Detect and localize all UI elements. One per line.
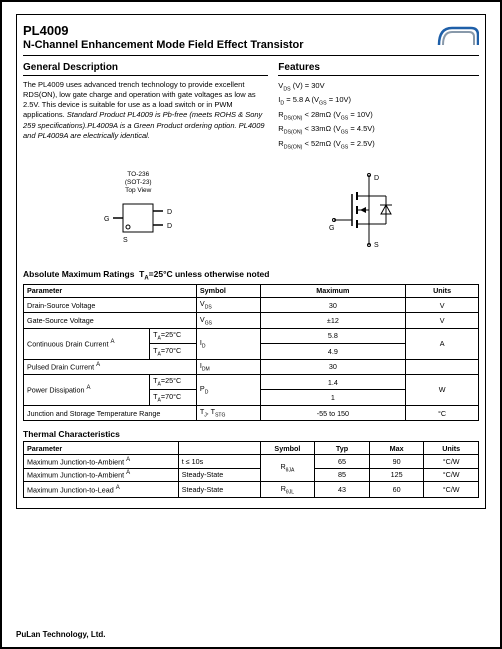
datasheet-page: PL4009 N-Channel Enhancement Mode Field …	[0, 0, 502, 649]
svg-text:S: S	[123, 237, 128, 244]
pkg-line1: TO-236	[127, 171, 149, 178]
svg-text:G: G	[104, 216, 109, 223]
thermal-table: ParameterSymbolTypMaxUnitsMaximum Juncti…	[23, 441, 479, 497]
package-svg: D D G S	[93, 194, 183, 249]
footer-company: PuLan Technology, Ltd.	[16, 630, 105, 639]
title-block: PL4009 N-Channel Enhancement Mode Field …	[23, 23, 437, 51]
package-caption: TO-236 (SOT-23) Top View	[93, 171, 183, 194]
svg-text:S: S	[374, 242, 379, 249]
header-row: PL4009 N-Channel Enhancement Mode Field …	[23, 23, 479, 51]
svg-text:D: D	[167, 209, 172, 216]
general-description-heading: General Description	[23, 62, 268, 76]
feature-item: ID = 5.8 A (VGS = 10V)	[278, 94, 479, 108]
mosfet-symbol: D S G	[324, 170, 409, 255]
feature-item: RDS(ON) < 28mΩ (VGS = 10V)	[278, 109, 479, 123]
abs-max-title: Absolute Maximum Ratings TA=25°C unless …	[23, 269, 479, 282]
features-section: Features VDS (V) = 30VID = 5.8 A (VGS = …	[278, 62, 479, 152]
features-list: VDS (V) = 30VID = 5.8 A (VGS = 10V)RDS(O…	[278, 80, 479, 152]
feature-item: RDS(ON) < 33mΩ (VGS = 4.5V)	[278, 123, 479, 137]
pkg-line3: Top View	[125, 187, 151, 194]
content-frame: PL4009 N-Channel Enhancement Mode Field …	[16, 14, 486, 509]
part-title: N-Channel Enhancement Mode Field Effect …	[23, 39, 437, 51]
abs-max-table: ParameterSymbolMaximumUnitsDrain-Source …	[23, 284, 479, 422]
feature-item: RDS(ON) < 52mΩ (VGS = 2.5V)	[278, 138, 479, 152]
description-features-row: General Description The PL4009 uses adva…	[23, 62, 479, 152]
features-heading: Features	[278, 62, 479, 76]
package-diagram: TO-236 (SOT-23) Top View D D G S	[93, 171, 183, 254]
company-logo	[437, 23, 479, 51]
pkg-line2: (SOT-23)	[125, 179, 152, 186]
diagram-row: TO-236 (SOT-23) Top View D D G S	[23, 170, 479, 255]
header-divider	[23, 55, 479, 56]
feature-item: VDS (V) = 30V	[278, 80, 479, 94]
svg-text:D: D	[167, 223, 172, 230]
svg-text:G: G	[329, 225, 334, 232]
thermal-title: Thermal Characteristics	[23, 429, 479, 439]
svg-text:D: D	[374, 175, 379, 182]
general-description-section: General Description The PL4009 uses adva…	[23, 62, 268, 152]
part-number: PL4009	[23, 23, 437, 38]
general-description-text: The PL4009 uses advanced trench technolo…	[23, 80, 268, 141]
